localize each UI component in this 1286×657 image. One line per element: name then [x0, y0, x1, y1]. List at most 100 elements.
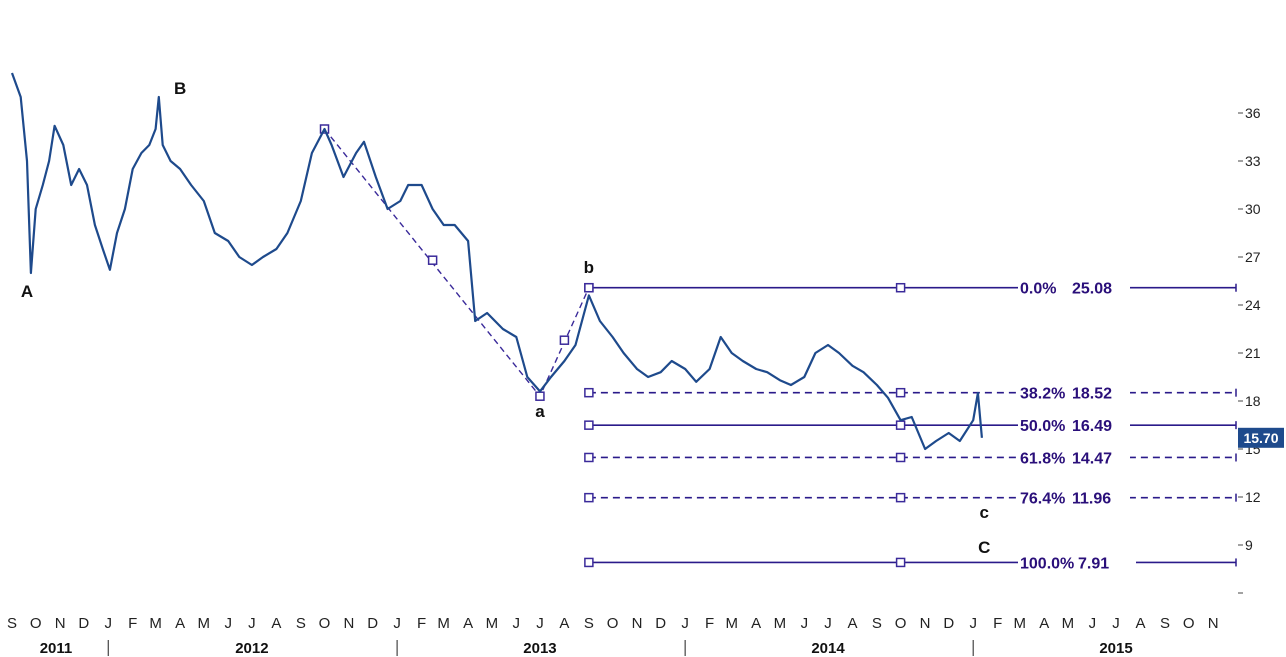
x-month-label: J: [393, 615, 401, 632]
x-month-label: J: [824, 615, 832, 632]
wave-labels: A Ba b cC: [21, 79, 991, 557]
x-month-label: M: [1014, 615, 1027, 632]
fib-label-bg: [1018, 448, 1130, 467]
fib-mid-marker: [895, 387, 906, 398]
fib-start-marker: [584, 492, 594, 503]
fib-start-marker: [584, 420, 594, 430]
x-month-label: A: [271, 615, 281, 632]
x-year-label: 2012: [235, 640, 268, 657]
x-month-label: S: [872, 615, 882, 632]
x-month-label: A: [175, 615, 185, 632]
x-year-label: 2011: [40, 640, 73, 657]
price-series: [10, 72, 983, 451]
fib-start-marker: [584, 387, 594, 398]
x-month-label: N: [1208, 615, 1219, 632]
x-month-label: M: [198, 615, 211, 632]
fib-pct-label: 0.0%: [1020, 281, 1056, 298]
fib-mid-marker: [895, 452, 906, 463]
x-month-label: M: [149, 615, 162, 632]
x-month-label: M: [1062, 615, 1075, 632]
x-month-label: M: [774, 615, 787, 632]
x-month-label: F: [417, 615, 426, 632]
x-month-label: M: [486, 615, 499, 632]
fib-pct-label: 38.2%: [1020, 386, 1065, 403]
y-tick-label: 36: [1245, 105, 1261, 121]
x-month-label: M: [437, 615, 450, 632]
x-month-label: O: [895, 615, 907, 632]
y-tick-label: 9: [1245, 537, 1253, 553]
x-month-label: J: [969, 615, 977, 632]
x-month-label: J: [801, 615, 809, 632]
x-month-label: F: [705, 615, 714, 632]
y-tick-label: 24: [1245, 297, 1261, 313]
x-month-label: A: [847, 615, 857, 632]
fib-pct-label: 61.8%: [1020, 450, 1065, 467]
wave-marker: [559, 335, 570, 345]
x-month-label: N: [55, 615, 66, 632]
fib-pct-label: 50.0%: [1020, 418, 1065, 435]
y-tick-label: 27: [1245, 249, 1261, 265]
x-month-label: D: [78, 615, 89, 632]
x-month-label: J: [1112, 615, 1120, 632]
y-tick-label: 12: [1245, 489, 1261, 505]
x-month-label: N: [632, 615, 643, 632]
fib-label-bg: [1018, 553, 1136, 572]
x-month-label: A: [751, 615, 761, 632]
fib-label-bg: [1018, 278, 1130, 297]
x-month-label: F: [128, 615, 137, 632]
x-month-label: S: [7, 615, 17, 632]
wave-label-C: C: [978, 538, 990, 557]
x-month-label: S: [584, 615, 594, 632]
x-month-label: A: [1136, 615, 1146, 632]
x-year-label: 2014: [811, 640, 845, 657]
x-month-label: D: [367, 615, 378, 632]
fib-value-label: 25.08: [1072, 281, 1112, 298]
wave-label-c: c: [980, 503, 989, 522]
wave-marker: [584, 282, 594, 293]
x-year-label: 2015: [1099, 640, 1132, 657]
x-month-label: N: [920, 615, 931, 632]
x-month-label: D: [943, 615, 954, 632]
wave-marker: [535, 391, 545, 401]
fib-start-marker: [584, 452, 594, 463]
y-tick-label: 33: [1245, 153, 1261, 169]
last-price-label: 15.70: [1243, 430, 1278, 446]
wave-dashed-line: [323, 128, 590, 398]
x-month-label: J: [536, 615, 544, 632]
x-month-label: J: [513, 615, 521, 632]
fib-mid-marker: [895, 492, 906, 503]
wave-marker: [427, 255, 438, 265]
x-month-label: O: [319, 615, 331, 632]
fib-value-label: 7.91: [1078, 555, 1109, 572]
x-month-label: O: [607, 615, 619, 632]
x-month-label: J: [248, 615, 256, 632]
fib-mid-marker: [895, 420, 906, 430]
fib-value-label: 14.47: [1072, 450, 1112, 467]
x-month-label: S: [1160, 615, 1170, 632]
fib-mid-marker: [895, 557, 906, 568]
wave-label-a: a: [535, 402, 545, 421]
fib-label-bg: [1018, 488, 1130, 507]
x-month-label: A: [559, 615, 569, 632]
fib-value-label: 16.49: [1072, 418, 1112, 435]
x-month-label: J: [681, 615, 689, 632]
fib-mid-marker: [895, 282, 906, 293]
wave-path: [319, 124, 594, 401]
fib-label-bg: [1018, 416, 1130, 435]
x-month-label: O: [30, 615, 42, 632]
fib-start-marker: [584, 557, 594, 568]
x-month-label: A: [463, 615, 473, 632]
fib-value-label: 18.52: [1072, 386, 1112, 403]
x-year-label: 2013: [523, 640, 556, 657]
wave-label-b: b: [584, 258, 594, 277]
price-line: [10, 72, 983, 451]
fib-value-label: 11.96: [1072, 491, 1111, 508]
x-month-label: J: [224, 615, 232, 632]
wave-label-B: B: [174, 79, 186, 98]
y-tick-label: 18: [1245, 393, 1261, 409]
x-month-label: J: [105, 615, 113, 632]
y-tick-label: 21: [1245, 345, 1261, 361]
x-month-label: A: [1039, 615, 1049, 632]
fib-pct-label: 100.0%: [1020, 555, 1074, 572]
